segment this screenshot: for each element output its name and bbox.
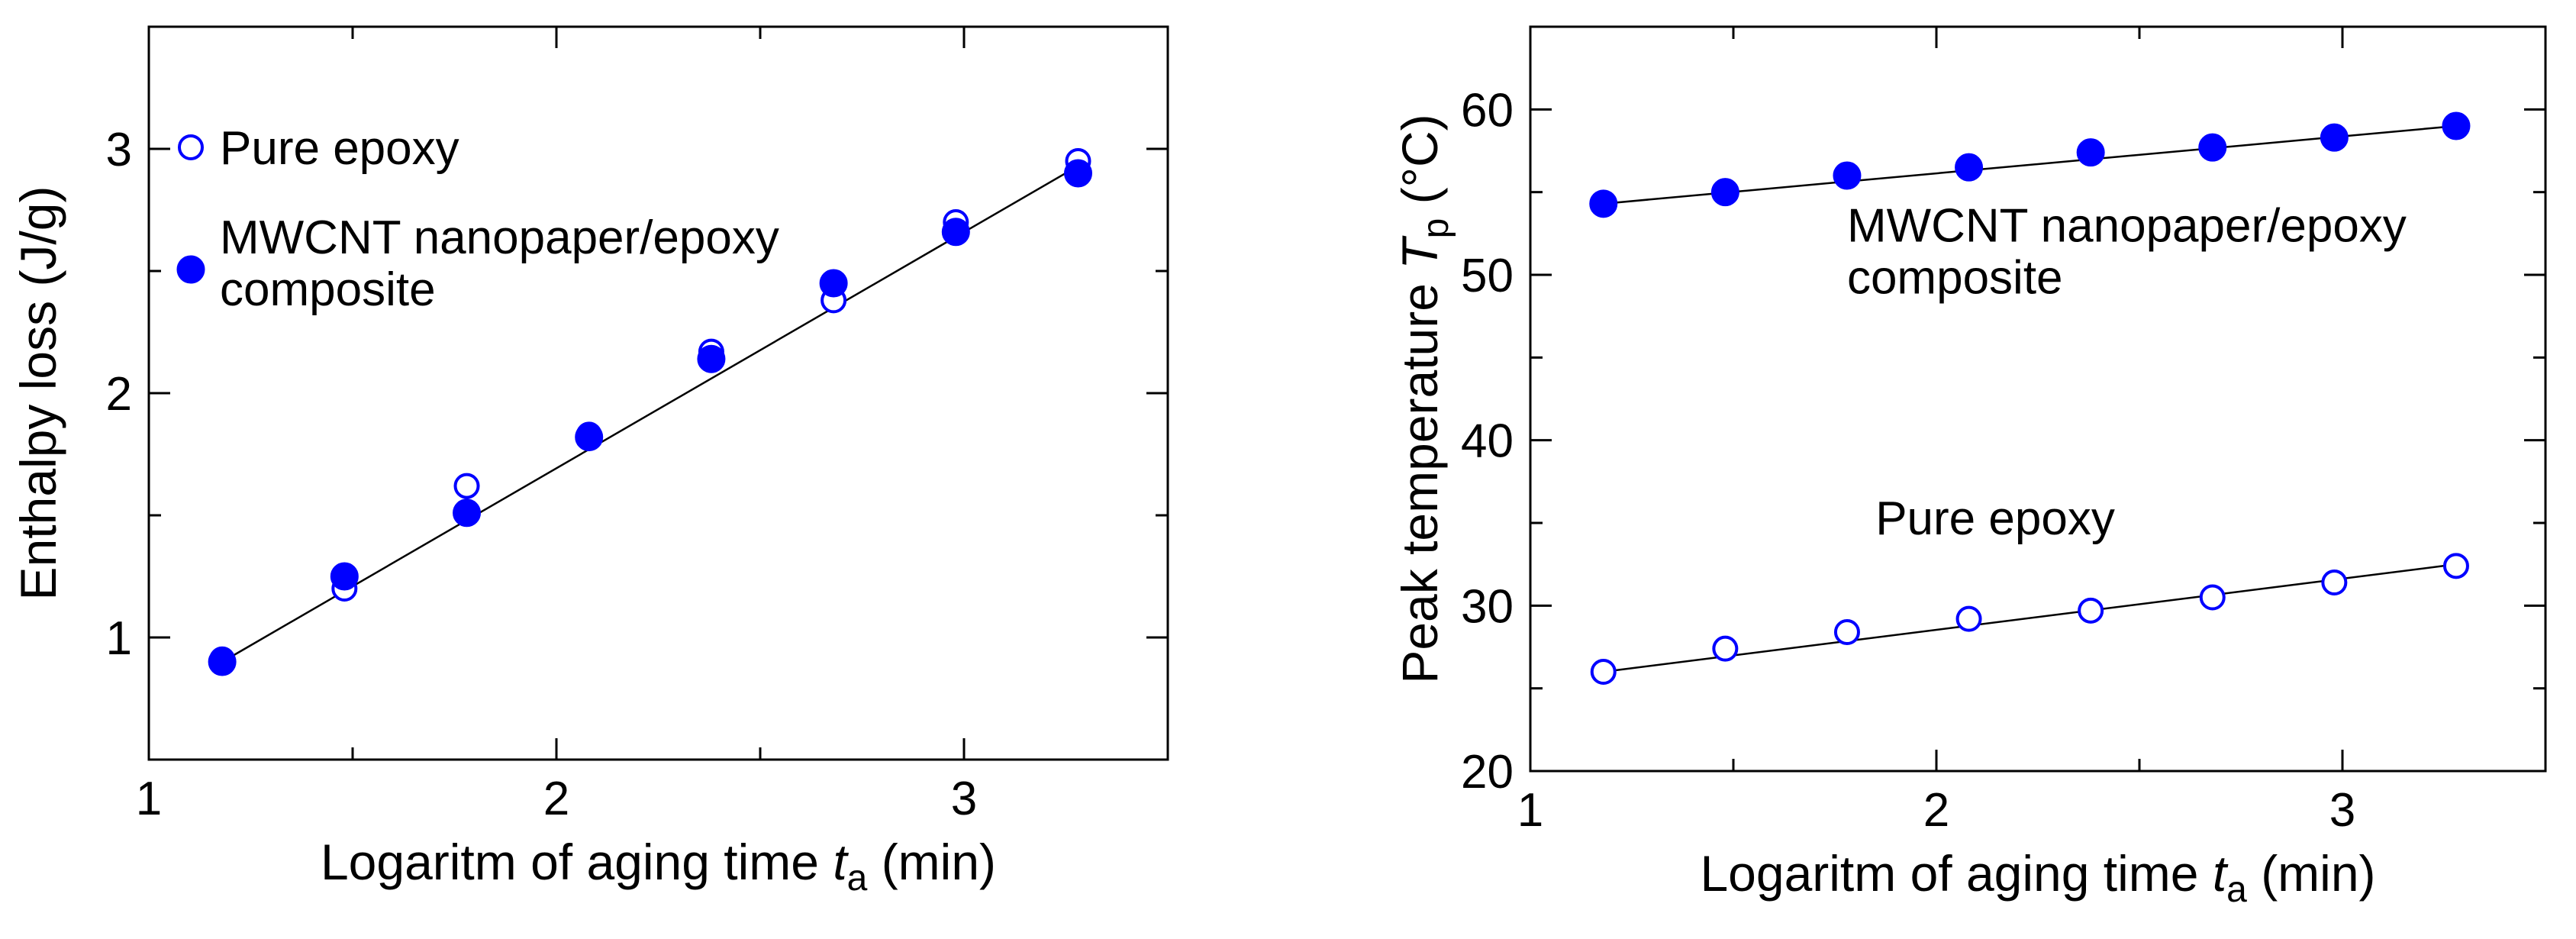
data-point: [575, 423, 604, 452]
data-point: [1589, 189, 1618, 218]
x-axis-label: Logaritm of aging time ta (min): [1700, 845, 2375, 910]
annotation: MWCNT nanopaper/epoxy: [1847, 200, 2407, 253]
y-tick-label: 3: [106, 124, 132, 176]
data-point: [697, 344, 726, 373]
series-pure-epoxy: [1590, 553, 2469, 685]
legend-marker: [176, 255, 205, 284]
data-point: [208, 647, 237, 676]
y-axis-label: Peak temperature Tp (°C): [1391, 114, 1456, 683]
series-mwcnt-nanopaper-epoxy-composite: [1589, 111, 2471, 218]
y-tick-label: 2: [106, 368, 132, 421]
data-point: [941, 218, 970, 247]
data-point: [1712, 635, 1739, 662]
y-tick-label: 50: [1461, 250, 1514, 302]
legend-label: MWCNT nanopaper/epoxy: [220, 211, 779, 264]
legend-label: composite: [220, 263, 436, 316]
fit-line: [1603, 563, 2457, 673]
data-point: [2198, 133, 2227, 162]
y-tick-label: 1: [106, 612, 132, 665]
data-point: [453, 473, 480, 499]
y-tick-label: 60: [1461, 84, 1514, 137]
x-tick-label: 2: [1923, 784, 1949, 837]
data-point: [1710, 178, 1739, 207]
data-point: [819, 269, 848, 298]
data-point: [2321, 570, 2348, 595]
y-axis-label: Enthalpy loss (J/g): [10, 186, 66, 601]
data-point: [1955, 605, 1982, 632]
legend-marker: [178, 134, 204, 160]
data-point: [1064, 159, 1093, 188]
x-tick-label: 3: [2329, 784, 2355, 837]
x-tick-label: 2: [543, 773, 569, 825]
data-point: [330, 562, 359, 591]
fit-line: [1603, 124, 2457, 205]
legend-label: Pure epoxy: [220, 122, 459, 175]
x-tick-label: 1: [1517, 784, 1543, 837]
plot-frame: [1529, 25, 2547, 773]
data-point: [2320, 123, 2349, 152]
data-point: [2076, 138, 2105, 167]
annotation: composite: [1847, 252, 2063, 305]
data-point: [1590, 659, 1617, 685]
x-tick-label: 1: [136, 773, 162, 825]
y-tick-label: 30: [1461, 580, 1514, 633]
series-mwcnt-nanopaper-epoxy-composite: [208, 159, 1093, 676]
y-tick-label: 40: [1461, 415, 1514, 468]
data-point: [453, 499, 482, 528]
y-tick-label: 20: [1461, 746, 1514, 799]
chart-panel-1: 1 2 3 1 2 3 Logaritm of aging time ta (min) Ent…: [10, 25, 1169, 899]
data-point: [2199, 584, 2226, 611]
chart-panel-2: 1 2 3 20 30 40 50 60 Logaritm of aging time ta (…: [1391, 25, 2547, 910]
data-point: [2078, 597, 2104, 624]
data-point: [1833, 619, 1860, 645]
data-point: [1833, 161, 1862, 190]
x-tick-label: 3: [951, 773, 977, 825]
annotation: Pure epoxy: [1875, 492, 2115, 545]
x-axis-label: Logaritm of aging time ta (min): [321, 834, 996, 899]
data-point: [2442, 553, 2469, 579]
data-point: [2442, 111, 2471, 140]
fit-line: [221, 165, 1079, 663]
data-point: [1955, 153, 1984, 182]
